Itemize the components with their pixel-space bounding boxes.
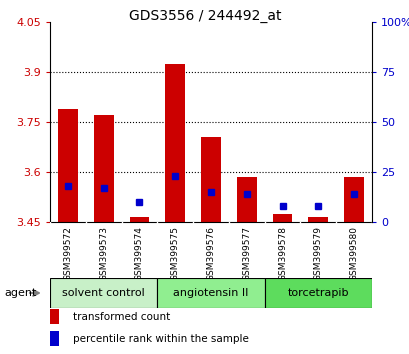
- Text: percentile rank within the sample: percentile rank within the sample: [72, 334, 248, 344]
- Bar: [201, 137, 220, 222]
- Bar: [50, 331, 58, 346]
- Text: GSM399576: GSM399576: [206, 227, 215, 281]
- Bar: [236, 177, 256, 222]
- Text: GSM399574: GSM399574: [135, 227, 144, 281]
- Bar: [344, 177, 363, 222]
- Bar: [157, 278, 264, 308]
- Text: agent: agent: [4, 288, 36, 298]
- Text: torcetrapib: torcetrapib: [287, 288, 348, 298]
- Bar: [50, 278, 157, 308]
- Bar: [94, 115, 113, 222]
- Text: angiotensin II: angiotensin II: [173, 288, 248, 298]
- Text: GDS3556 / 244492_at: GDS3556 / 244492_at: [128, 9, 281, 23]
- Bar: [129, 217, 149, 222]
- Text: GSM399573: GSM399573: [99, 227, 108, 281]
- Text: GSM399572: GSM399572: [63, 227, 72, 281]
- Text: GSM399579: GSM399579: [313, 227, 322, 281]
- Bar: [50, 309, 58, 324]
- Text: GSM399575: GSM399575: [170, 227, 179, 281]
- Text: GSM399578: GSM399578: [277, 227, 286, 281]
- Text: transformed count: transformed count: [72, 312, 169, 322]
- Bar: [272, 214, 292, 222]
- Bar: [165, 64, 184, 222]
- Text: solvent control: solvent control: [62, 288, 145, 298]
- Bar: [308, 217, 327, 222]
- Bar: [58, 109, 78, 222]
- Bar: [264, 278, 371, 308]
- Text: GSM399580: GSM399580: [349, 227, 358, 281]
- Text: GSM399577: GSM399577: [242, 227, 251, 281]
